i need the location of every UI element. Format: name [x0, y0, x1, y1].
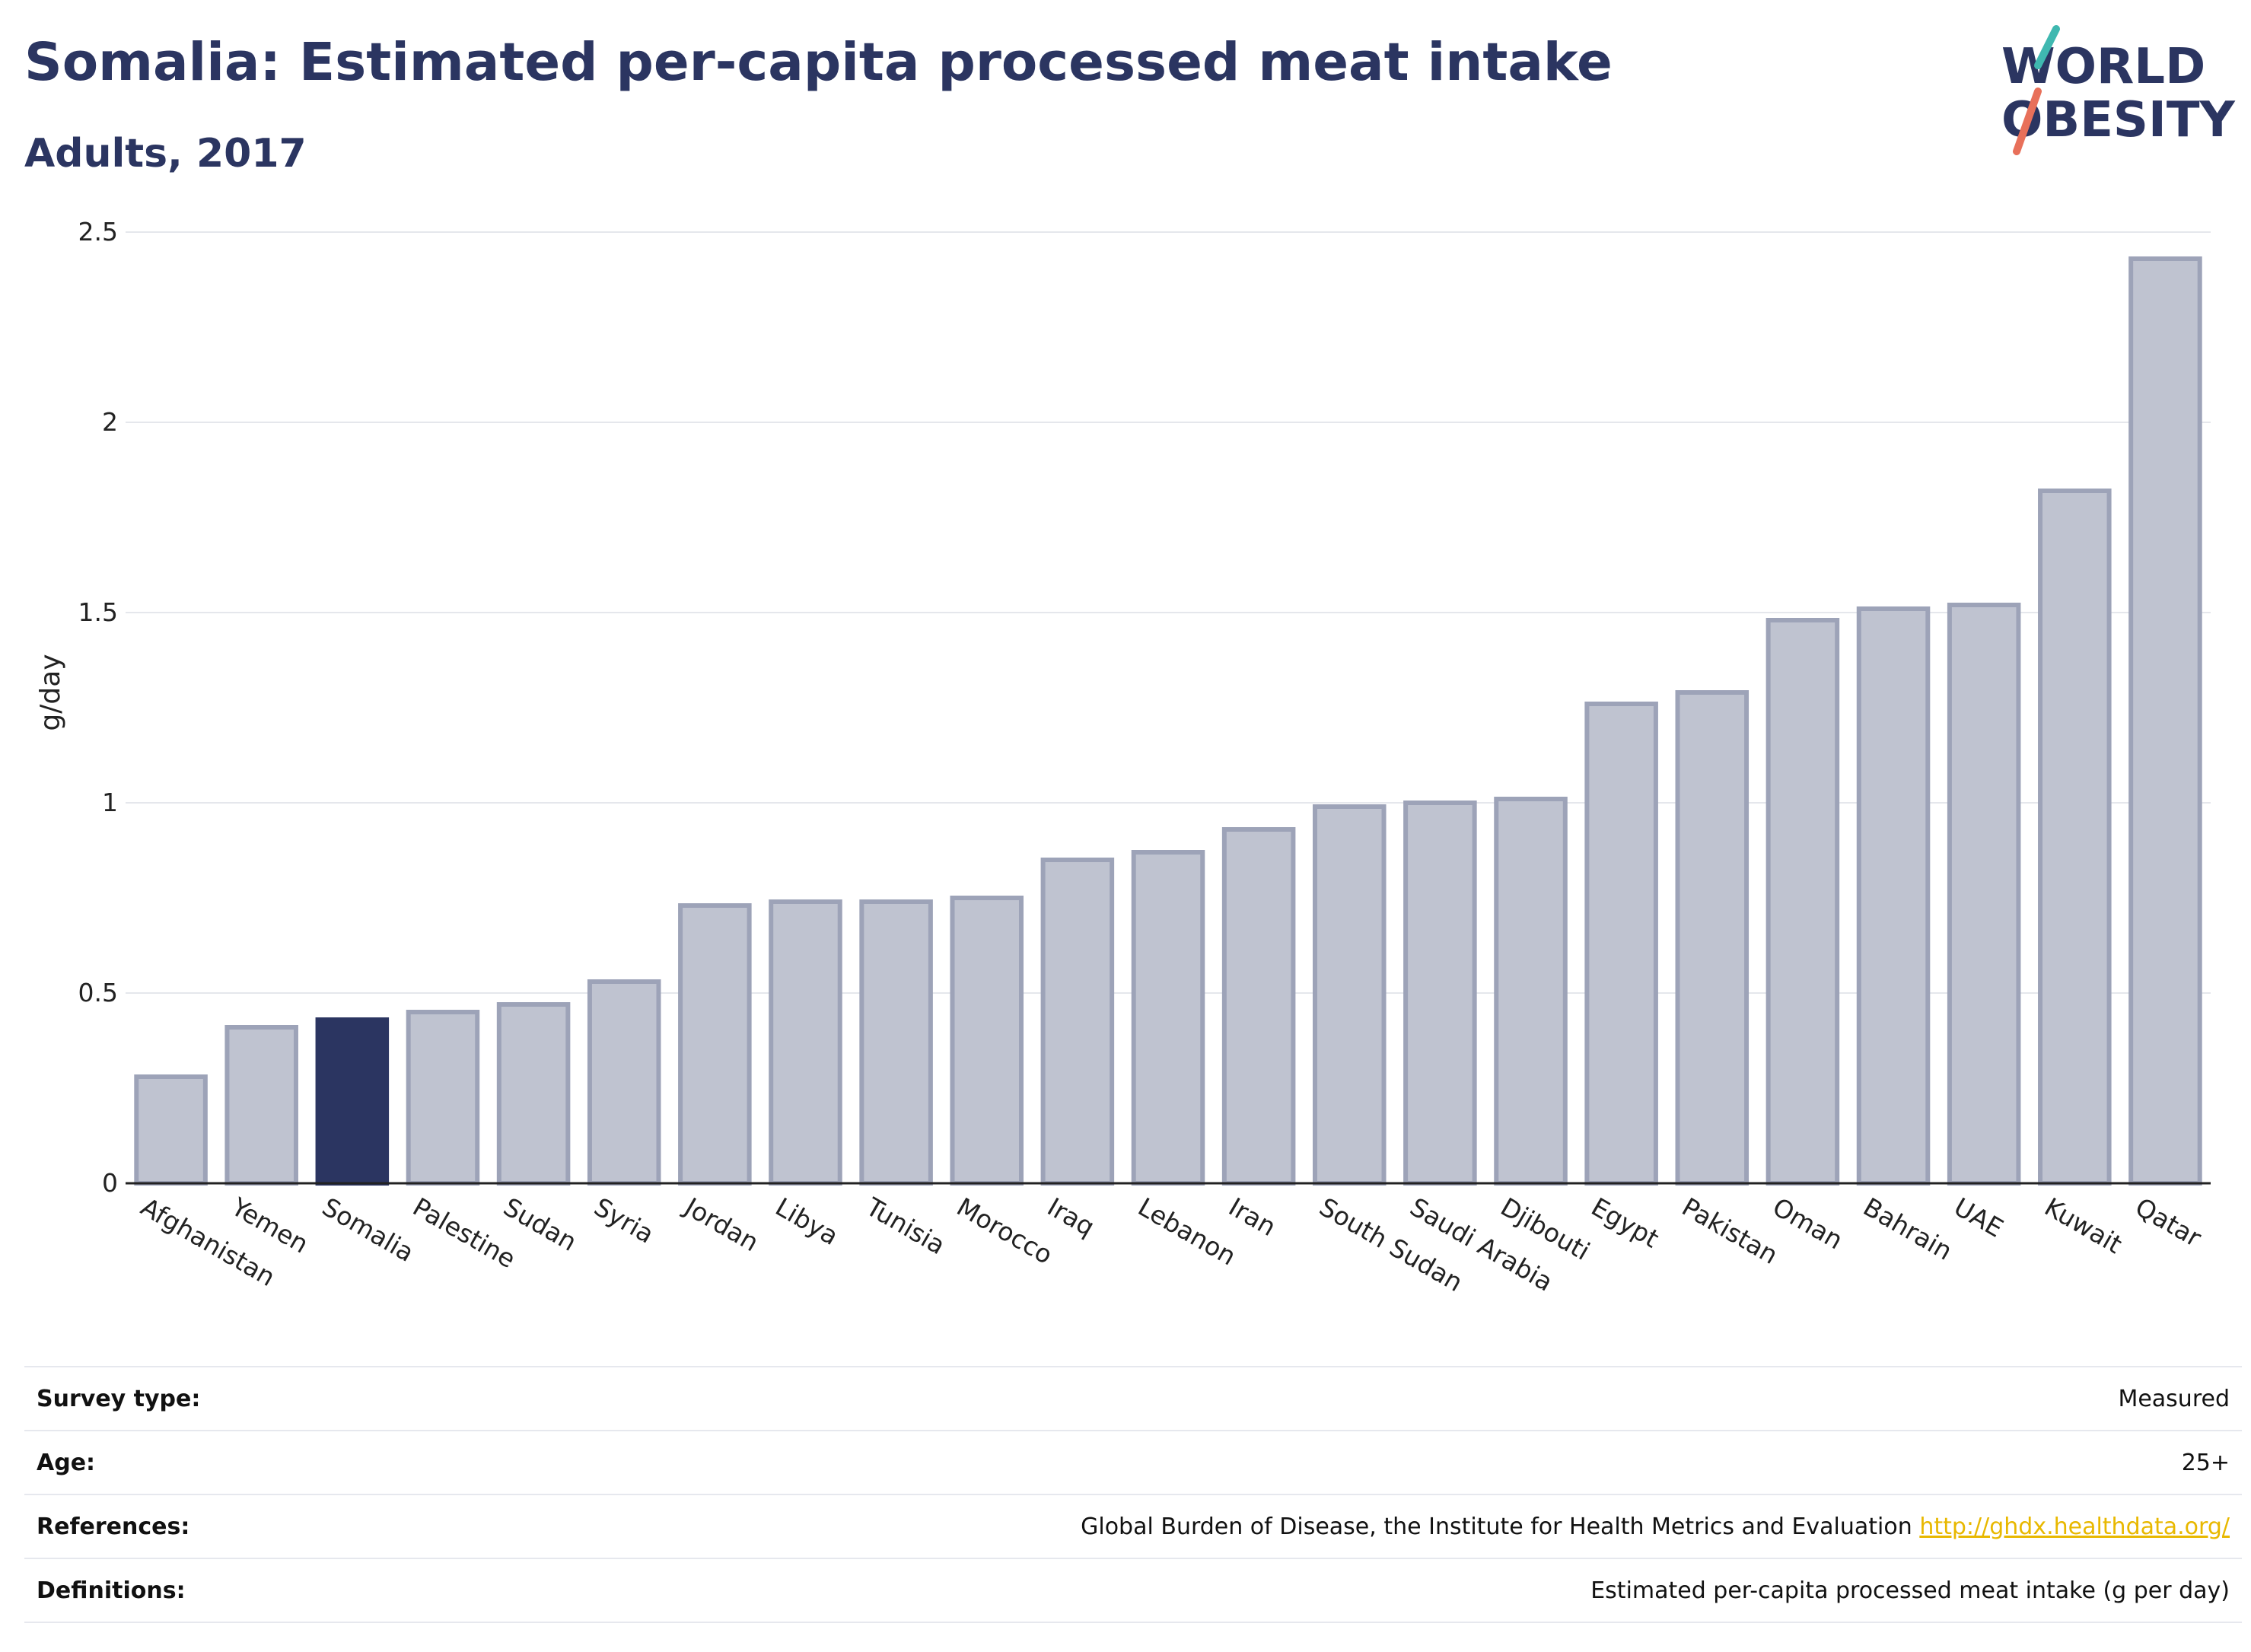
bar-oman[interactable] — [1765, 618, 1840, 1186]
bar-jordan[interactable] — [678, 903, 752, 1186]
bar-sudan[interactable] — [496, 1002, 571, 1186]
y-axis-ticks: 0 0.5 1 1.5 2 2.5 — [78, 217, 118, 1198]
bar-afghanistan[interactable] — [134, 1074, 208, 1186]
logo-slash-coral — [2013, 88, 2042, 155]
definitions-label: Definitions: — [37, 1577, 186, 1604]
age-label: Age: — [37, 1449, 96, 1476]
x-tick-label: Morocco — [952, 1192, 1058, 1270]
x-tick-label: Libya — [770, 1192, 843, 1251]
x-tick-label: UAE — [1949, 1192, 2008, 1243]
bar-libya[interactable] — [769, 899, 842, 1186]
x-tick-label: Jordan — [679, 1191, 764, 1257]
x-tick-label: Qatar — [2130, 1192, 2206, 1253]
metadata-table: Survey type: Measured Age: 25+ Reference… — [24, 1366, 2242, 1623]
meta-row-survey-type: Survey type: Measured — [24, 1366, 2242, 1430]
bar-iran[interactable] — [1221, 827, 1296, 1186]
logo-slash-teal — [2034, 25, 2060, 69]
x-tick-label: Tunisia — [861, 1192, 950, 1261]
chart-subtitle: Adults, 2017 — [24, 131, 307, 177]
y-tick-label: 2 — [102, 407, 118, 437]
bar-kuwait[interactable] — [2038, 489, 2112, 1186]
age-value: 25+ — [2181, 1449, 2230, 1476]
bar-tunisia[interactable] — [859, 899, 933, 1186]
bar-palestine[interactable] — [406, 1010, 480, 1186]
x-tick-label: Palestine — [408, 1192, 521, 1274]
bar-somalia[interactable] — [315, 1017, 390, 1186]
y-axis-title: g/day — [35, 654, 66, 731]
logo-word-world: WORLD — [2001, 39, 2205, 95]
y-tick-label: 0.5 — [78, 978, 118, 1007]
bar-egypt[interactable] — [1584, 702, 1658, 1186]
meta-row-references: References: Global Burden of Disease, th… — [24, 1494, 2242, 1558]
survey-type-label: Survey type: — [37, 1385, 201, 1412]
x-tick-label: Lebanon — [1133, 1192, 1241, 1271]
x-tick-label: Somalia — [317, 1192, 419, 1268]
x-tick-label: Bahrain — [1858, 1192, 1957, 1266]
references-label: References: — [37, 1513, 190, 1540]
bar-iraq[interactable] — [1040, 858, 1115, 1186]
bar-south-sudan[interactable] — [1312, 804, 1387, 1186]
world-obesity-logo: WORLD OBESITY — [2001, 25, 2235, 155]
bar-bahrain[interactable] — [1856, 606, 1931, 1186]
y-tick-label: 0 — [102, 1168, 118, 1198]
references-link[interactable]: http://ghdx.healthdata.org/ — [1919, 1513, 2230, 1540]
references-value: Global Burden of Disease, the Institute … — [1081, 1514, 2230, 1540]
x-tick-label: Iraq — [1043, 1192, 1100, 1242]
definitions-value: Estimated per-capita processed meat inta… — [1590, 1577, 2230, 1604]
bar-morocco[interactable] — [950, 896, 1024, 1186]
x-tick-label: Iran — [1224, 1192, 1281, 1242]
x-tick-label: Syria — [589, 1192, 659, 1249]
bar-djibouti[interactable] — [1494, 797, 1568, 1186]
y-tick-label: 1 — [102, 788, 118, 817]
bar-saudi-arabia[interactable] — [1403, 801, 1477, 1186]
bar-qatar[interactable] — [2128, 256, 2202, 1186]
chart-title: Somalia: Estimated per-capita processed … — [24, 32, 1613, 93]
survey-type-value: Measured — [2118, 1385, 2230, 1412]
y-tick-label: 1.5 — [78, 597, 118, 627]
bar-pakistan[interactable] — [1675, 690, 1750, 1186]
x-tick-label: Pakistan — [1677, 1192, 1783, 1270]
bar-yemen[interactable] — [224, 1025, 298, 1186]
bar-uae[interactable] — [1947, 603, 2021, 1186]
meta-row-age: Age: 25+ — [24, 1430, 2242, 1494]
logo-word-obesity: OBESITY — [2001, 92, 2235, 148]
meta-row-definitions: Definitions: Estimated per-capita proces… — [24, 1558, 2242, 1623]
x-tick-label: Egypt — [1587, 1192, 1664, 1253]
bars — [134, 256, 2202, 1186]
references-text: Global Burden of Disease, the Institute … — [1081, 1513, 1912, 1540]
y-tick-label: 2.5 — [78, 217, 118, 247]
bar-syria[interactable] — [587, 979, 661, 1186]
bar-lebanon[interactable] — [1131, 850, 1205, 1186]
x-tick-label: Kuwait — [2039, 1192, 2127, 1259]
